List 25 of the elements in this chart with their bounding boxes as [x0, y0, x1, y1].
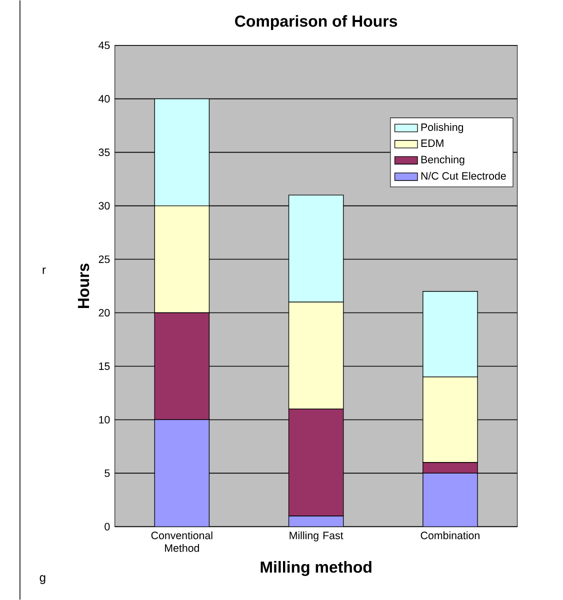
chart-title: Comparison of Hours: [234, 15, 397, 30]
legend-label: Polishing: [421, 123, 463, 134]
bar: [422, 472, 478, 527]
x-tick-label: Conventional Method: [151, 531, 212, 552]
y-axis-title: Hours: [78, 264, 90, 308]
bar: [288, 516, 344, 527]
y-tick-label: 45: [98, 42, 110, 50]
y-tick-label: 0: [104, 522, 110, 530]
legend-label: N/C Cut Electrode: [421, 172, 506, 180]
x-axis-title: Milling method: [260, 561, 372, 576]
legend-label: EDM: [421, 140, 444, 147]
bar: [154, 419, 210, 527]
y-tick-label: 20: [98, 308, 110, 317]
y-tick-label: 25: [98, 256, 110, 264]
legend-label: Benching: [421, 155, 464, 166]
y-tick-label: 15: [99, 362, 110, 370]
text: g: [40, 575, 46, 584]
x-tick-label: Combination: [420, 531, 480, 540]
y-tick-label: 5: [104, 469, 110, 477]
y-tick-label: 30: [98, 202, 110, 210]
x-tick-label: Milling Fast: [290, 531, 344, 542]
y-tick-label: 40: [98, 95, 110, 103]
y-tick-label: 10: [99, 416, 110, 424]
text: r: [42, 267, 46, 274]
y-tick-label: 35: [98, 148, 110, 156]
